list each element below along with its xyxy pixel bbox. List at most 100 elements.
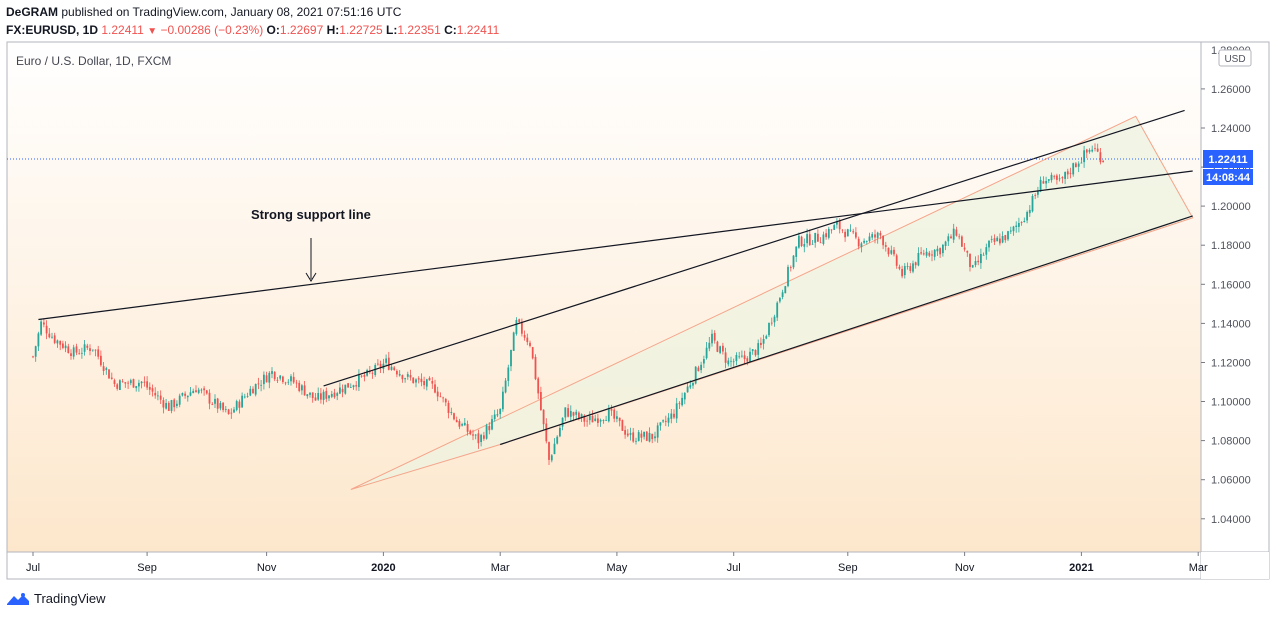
candle-body <box>129 380 132 384</box>
candle-body <box>974 261 977 266</box>
candle-body <box>1061 177 1064 179</box>
candle-body <box>344 384 347 394</box>
candle-body <box>1050 174 1053 181</box>
candle-body <box>895 255 898 266</box>
candle-body <box>1064 172 1066 179</box>
candle-body <box>703 359 705 364</box>
candle-body <box>116 384 119 389</box>
candle-body <box>53 335 56 343</box>
candle-body <box>282 376 284 382</box>
x-tick-label: 2021 <box>1069 562 1093 574</box>
candle-body <box>241 395 243 408</box>
candle-body <box>235 401 238 410</box>
x-tick-label: Nov <box>257 562 277 574</box>
y-tick-label: 1.24000 <box>1211 123 1251 135</box>
candle-body <box>939 248 941 255</box>
candle-body <box>387 357 390 370</box>
candle-body <box>760 342 762 345</box>
candle-body <box>865 241 868 242</box>
candle-body <box>1001 236 1004 243</box>
candle-body <box>124 382 127 384</box>
candle-body <box>610 409 613 411</box>
candle-body <box>822 234 825 244</box>
candle-body <box>572 412 575 416</box>
candle-body <box>1039 179 1042 192</box>
candle-body <box>127 382 129 384</box>
candle-body <box>287 381 290 383</box>
candle-body <box>931 254 933 256</box>
candle-body <box>933 249 936 257</box>
y-tick-label: 1.14000 <box>1211 318 1251 330</box>
candle-body <box>349 387 352 388</box>
candle-body <box>1094 148 1096 149</box>
candle-body <box>200 389 203 391</box>
candle-body <box>640 433 643 438</box>
candle-body <box>257 383 260 385</box>
candle-body <box>170 400 173 411</box>
candle-body <box>838 220 841 230</box>
candle-body <box>656 425 659 438</box>
candle-body <box>189 392 192 396</box>
candle-body <box>1088 150 1091 152</box>
candle-body <box>523 335 526 338</box>
plot-area[interactable] <box>7 42 1201 552</box>
candle-body <box>526 337 529 343</box>
open-label: O: <box>266 23 280 37</box>
candle-body <box>1083 150 1085 163</box>
candle-body <box>450 412 453 413</box>
candle-body <box>814 232 817 243</box>
y-tick-label: 1.26000 <box>1211 84 1251 96</box>
candle-body <box>89 348 91 351</box>
close-label: C: <box>444 23 457 37</box>
candle-body <box>507 367 510 381</box>
candle-body <box>556 436 559 444</box>
candle-body <box>347 383 349 388</box>
candle-body <box>575 411 578 415</box>
candle-body <box>553 443 556 455</box>
candle-body <box>811 243 814 245</box>
candle-body <box>757 343 760 355</box>
low-value: 1.22351 <box>397 23 441 37</box>
candle-body <box>966 250 969 253</box>
candle-body <box>1042 181 1045 184</box>
tradingview-footer[interactable]: TradingView <box>6 591 106 606</box>
candle-body <box>722 345 724 352</box>
candle-body <box>914 262 917 266</box>
candle-body <box>420 378 423 383</box>
candle-body <box>852 231 855 233</box>
candle-body <box>1080 162 1083 164</box>
candle-body <box>330 394 333 397</box>
candle-body <box>599 419 602 422</box>
candle-body <box>81 352 83 354</box>
candle-body <box>673 413 675 418</box>
author-name[interactable]: DeGRAM <box>6 5 59 19</box>
candle-body <box>56 340 59 344</box>
candle-body <box>876 232 879 238</box>
y-tick-label: 1.20000 <box>1211 201 1251 213</box>
candle-body <box>246 396 249 397</box>
candle-body <box>260 384 262 386</box>
candle-body <box>521 321 523 334</box>
y-tick-label: 1.10000 <box>1211 397 1251 409</box>
candle-body <box>488 426 491 431</box>
candle-body <box>1056 175 1058 180</box>
candle-body <box>510 349 512 367</box>
candle-body <box>855 232 857 238</box>
candle-body <box>836 221 838 225</box>
candle-body <box>1053 176 1056 178</box>
candle-body <box>567 408 569 417</box>
candle-body <box>713 333 716 341</box>
x-tick-label: Nov <box>955 562 975 574</box>
symbol-label: FX:EURUSD, 1D <box>6 23 99 37</box>
candle-body <box>971 265 974 268</box>
price-scale[interactable] <box>1201 42 1269 552</box>
candle-body <box>502 391 504 410</box>
candle-body <box>86 345 89 348</box>
candle-body <box>686 386 689 393</box>
candle-body <box>770 322 773 324</box>
chart-frame <box>6 41 1270 580</box>
candle-body <box>841 229 844 231</box>
candle-body <box>423 381 425 386</box>
candle-body <box>504 380 507 393</box>
